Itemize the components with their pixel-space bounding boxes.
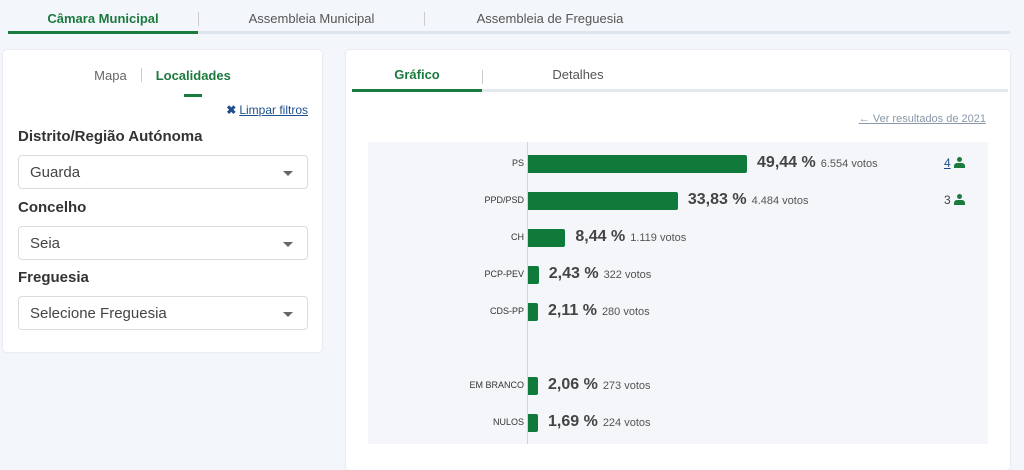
value-label: 33,83 % 4.484 votos [688, 191, 809, 209]
value-label: 2,43 % 322 votos [549, 265, 652, 283]
district-label: Distrito/Região Autónoma [18, 128, 203, 145]
seats-count[interactable]: 4 [944, 156, 965, 170]
percent-label: 1,69 % [548, 413, 598, 430]
arrow-left-icon: ← [858, 113, 870, 125]
tab-detalhes[interactable]: Detalhes [552, 67, 604, 82]
district-select[interactable]: Guarda [18, 155, 308, 189]
divider [424, 12, 425, 26]
percent-label: 2,11 % [548, 302, 597, 319]
party-label: PCP-PEV [484, 269, 524, 279]
chevron-down-icon [283, 171, 293, 176]
result-bar [528, 303, 538, 321]
tab-assembleia-freguesia[interactable]: Assembleia de Freguesia [476, 11, 624, 26]
percent-label: 8,44 % [575, 228, 626, 245]
chart-row: PS 49,44 % 6.554 votos 4 [368, 154, 988, 173]
clear-filters-link[interactable]: ✖ Limpar filtros [226, 103, 308, 117]
party-label: EM BRANCO [469, 380, 524, 390]
votes-label: 280 votos [601, 306, 650, 318]
tab-assembleia-municipal[interactable]: Assembleia Municipal [248, 11, 375, 26]
result-bar [528, 192, 678, 210]
party-label: CH [511, 232, 524, 242]
municipality-select[interactable]: Seia [18, 226, 308, 260]
value-label: 2,06 % 273 votos [548, 376, 651, 394]
previous-results-link[interactable]: ← Ver resultados de 2021 [859, 113, 986, 125]
election-tabs: Câmara Municipal Assembleia Municipal As… [8, 0, 1010, 34]
parish-select[interactable]: Selecione Freguesia [18, 296, 308, 330]
votes-label: 322 votos [603, 269, 652, 281]
tab-camara-municipal[interactable]: Câmara Municipal [8, 0, 198, 34]
party-label: PPD/PSD [484, 195, 524, 205]
chart-row: EM BRANCO 2,06 % 273 votos [368, 376, 988, 395]
value-label: 49,44 % 6.554 votos [757, 154, 878, 172]
chart-row: PPD/PSD 33,83 % 4.484 votos 3 [368, 191, 988, 210]
result-bar [528, 266, 539, 284]
result-bar [528, 155, 748, 173]
chart-row: NULOS 1,69 % 224 votos [368, 413, 988, 432]
results-panel: Gráfico Detalhes ← Ver resultados de 202… [346, 50, 1010, 470]
chevron-down-icon [283, 242, 293, 247]
filters-panel: Mapa Localidades ✖ Limpar filtros Distrit… [3, 50, 322, 352]
chart-row: CH 8,44 % 1.119 votos [368, 228, 988, 247]
chart-row: PCP-PEV 2,43 % 322 votos [368, 265, 988, 284]
party-label: NULOS [492, 417, 524, 427]
value-label: 2,11 % 280 votos [548, 302, 650, 320]
seats-value: 4 [944, 156, 951, 170]
votes-label: 4.484 votos [751, 195, 809, 207]
parish-value: Selecione Freguesia [30, 305, 167, 322]
parish-label: Freguesia [18, 269, 89, 286]
seats-value: 3 [944, 193, 951, 207]
divider [482, 70, 483, 84]
previous-results-label: Ver resultados de 2021 [872, 113, 986, 125]
chart-axis [527, 142, 528, 444]
person-icon [953, 194, 965, 205]
divider [198, 12, 199, 26]
percent-label: 2,43 % [548, 265, 599, 282]
seats-count: 3 [944, 193, 965, 207]
votes-label: 224 votos [602, 417, 651, 429]
results-bar-chart: PS 49,44 % 6.554 votos 4 PPD/PSD 33,83 % 4.4… [368, 142, 988, 444]
votes-label: 6.554 votos [820, 158, 878, 170]
divider [140, 68, 142, 82]
result-bar [528, 414, 538, 432]
municipality-label: Concelho [18, 199, 87, 216]
party-label: PS [511, 158, 524, 168]
district-value: Guarda [30, 164, 81, 181]
municipality-value: Seia [30, 235, 61, 252]
votes-label: 273 votos [602, 380, 651, 392]
value-label: 8,44 % 1.119 votos [575, 228, 686, 246]
result-bar [528, 229, 566, 247]
value-label: 1,69 % 224 votos [548, 413, 651, 431]
percent-label: 33,83 % [687, 191, 747, 208]
close-icon: ✖ [226, 103, 237, 117]
tab-localidades[interactable]: Localidades [142, 68, 245, 97]
tab-mapa[interactable]: Mapa [94, 67, 127, 83]
person-icon [953, 157, 965, 168]
percent-label: 2,06 % [548, 376, 598, 393]
clear-filters-label: Limpar filtros [239, 103, 308, 117]
chevron-down-icon [283, 312, 293, 317]
votes-label: 1.119 votos [630, 232, 687, 244]
percent-label: 49,44 % [757, 154, 816, 171]
tab-grafico[interactable]: Gráfico [352, 62, 482, 92]
result-bar [528, 377, 538, 395]
chart-row: CDS-PP 2,11 % 280 votos [368, 302, 988, 321]
party-label: CDS-PP [489, 306, 524, 316]
